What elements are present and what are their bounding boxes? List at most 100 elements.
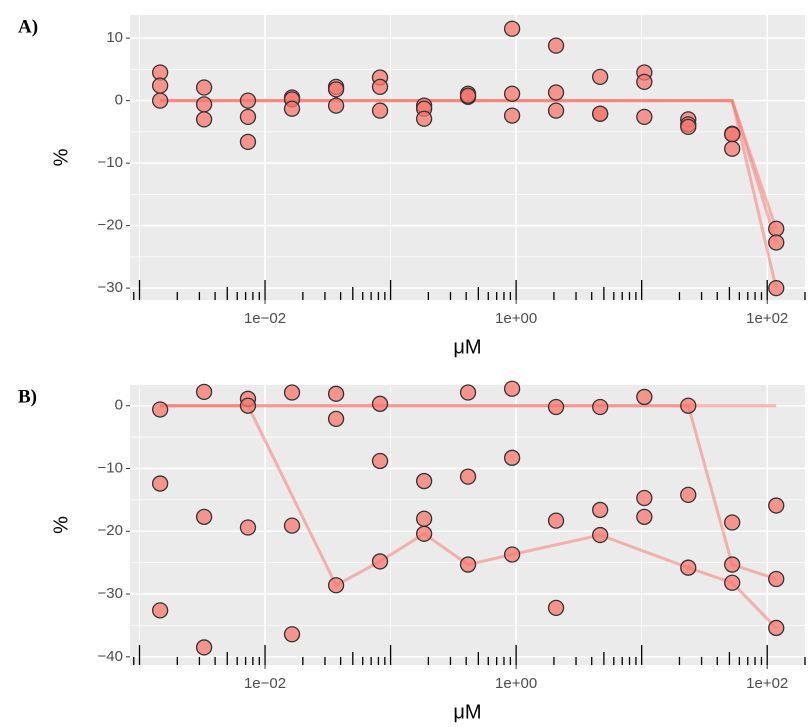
plot-background [130,385,805,665]
point [239,133,257,151]
point [195,79,213,96]
point [636,73,653,91]
point [151,475,169,492]
point [680,559,697,576]
point [547,37,565,54]
point [151,401,169,418]
point [195,383,213,401]
point [503,107,521,124]
point [151,602,169,619]
point [768,497,785,514]
plot-background [130,15,805,300]
point [195,111,213,128]
point [636,108,653,126]
point [724,514,741,531]
point [768,279,785,297]
y-tick-label: 0 [115,397,123,414]
point [239,92,257,109]
point [459,556,477,573]
point [768,570,785,588]
point [547,398,565,416]
point [151,77,169,94]
point [327,81,345,98]
point [592,398,609,416]
x-tick-label: 1e+02 [746,675,788,692]
point [724,140,741,157]
point [724,574,741,591]
y-axis-label: % [50,516,72,534]
point [724,126,741,143]
point [459,468,477,485]
point [371,102,389,119]
panel: −40 −30 −20 −10 0 1e−02 1e+00 1e+02 μM% B) [18,380,806,723]
point [636,388,653,406]
point [371,553,389,570]
y-tick-label: −10 [98,154,123,171]
point [371,395,389,412]
point [415,110,433,127]
point [459,384,477,401]
point [636,508,653,525]
x-axis-label: μM [453,701,481,723]
point [283,100,301,117]
point [283,384,301,401]
point [503,449,521,466]
point [283,517,301,534]
point [636,489,653,507]
point [195,508,213,525]
point [195,639,213,656]
y-tick-label: −40 [98,648,123,665]
point [547,102,565,119]
point [768,619,785,637]
fit-line [160,404,777,581]
panel-label: B) [18,386,37,407]
x-axis-label: μM [453,336,481,358]
fit-line [160,99,778,289]
x-tick-label: 1e+00 [495,675,537,692]
point [239,108,257,126]
y-tick-label: −30 [98,279,123,296]
point [768,220,785,237]
point [239,519,257,536]
point [195,96,213,113]
point [592,68,609,86]
point [327,577,345,594]
point [503,546,521,563]
point [592,526,609,544]
point [592,105,609,122]
point [680,118,697,136]
point [327,97,345,114]
y-tick-label: −10 [98,459,123,476]
x-tick-label: 1e−02 [244,310,286,327]
point [371,78,389,96]
point [327,385,345,402]
y-tick-label: −20 [98,217,123,234]
panel: −30 −20 −10 0 10 1e−02 1e+00 1e+02 μM% A) [18,15,806,358]
point [415,510,433,527]
y-tick-label: −30 [98,585,123,602]
point [327,410,345,428]
point [680,486,697,504]
y-axis-label: % [50,148,72,166]
point [547,599,565,617]
point [503,85,521,102]
point [503,380,521,397]
point [151,92,169,109]
y-tick-label: −20 [98,522,123,539]
point [592,501,609,519]
point [371,452,389,470]
point [239,397,257,414]
y-tick-label: 10 [106,29,123,46]
point [415,472,433,490]
point [547,84,565,101]
point [768,234,785,251]
x-tick-label: 1e+02 [746,310,788,327]
x-tick-label: 1e+00 [495,310,537,327]
point [547,512,565,529]
point [283,626,301,643]
point [459,87,477,104]
panel-label: A) [18,16,38,37]
x-tick-label: 1e−02 [244,675,286,692]
point [415,525,433,542]
